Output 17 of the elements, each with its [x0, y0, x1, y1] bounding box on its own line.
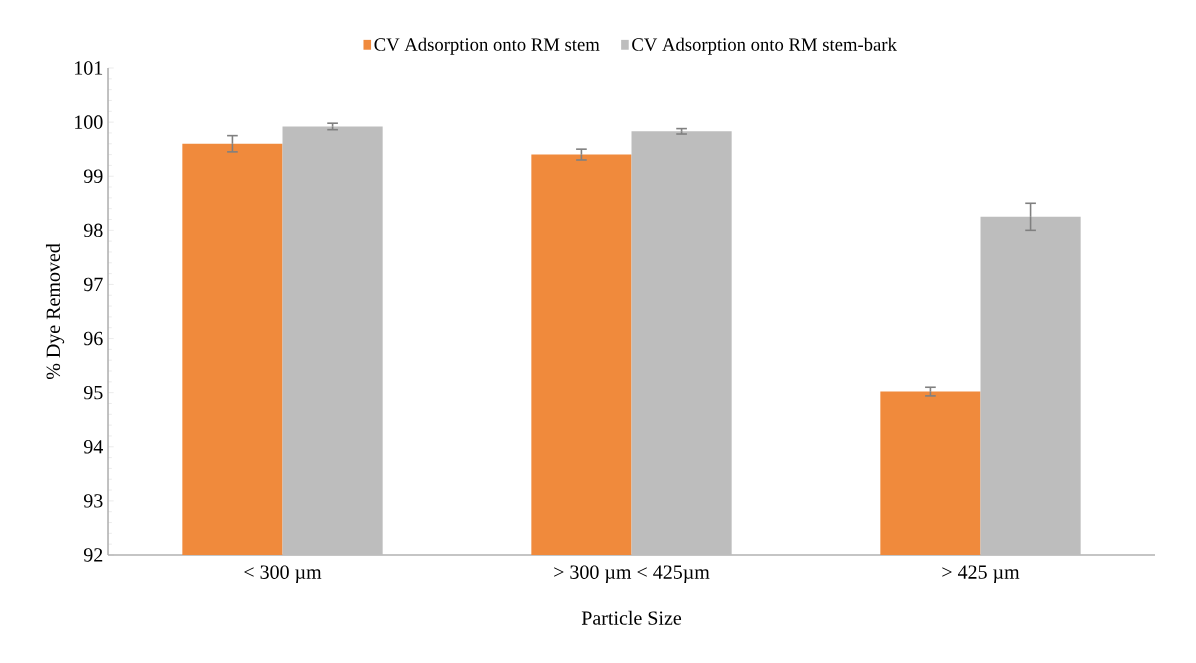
y-tick-label: 100: [75, 115, 103, 129]
y-tick-label: 93: [83, 494, 103, 508]
y-tick-label: 92: [83, 548, 103, 562]
y-tick-label: 96: [83, 331, 103, 346]
y-tick-label: 98: [83, 223, 103, 238]
y-tick-label: 95: [83, 385, 103, 400]
x-tick-label: < 300 µm: [244, 565, 322, 583]
y-axis-title: % Dye Removed: [45, 243, 65, 380]
y-tick-label: 97: [83, 277, 103, 292]
legend-label: CV Adsorption onto RM stem: [374, 37, 600, 55]
y-tick-label: 94: [83, 440, 103, 454]
y-tick-label: 101: [75, 61, 103, 75]
x-axis-title: Particle Size: [581, 610, 682, 625]
x-tick-label: > 425 µm: [942, 565, 1020, 583]
y-tick-label: 99: [83, 169, 103, 183]
x-tick-label: > 300 µm < 425µm: [554, 565, 710, 583]
legend-label: CV Adsorption onto RM stem-bark: [632, 37, 897, 55]
